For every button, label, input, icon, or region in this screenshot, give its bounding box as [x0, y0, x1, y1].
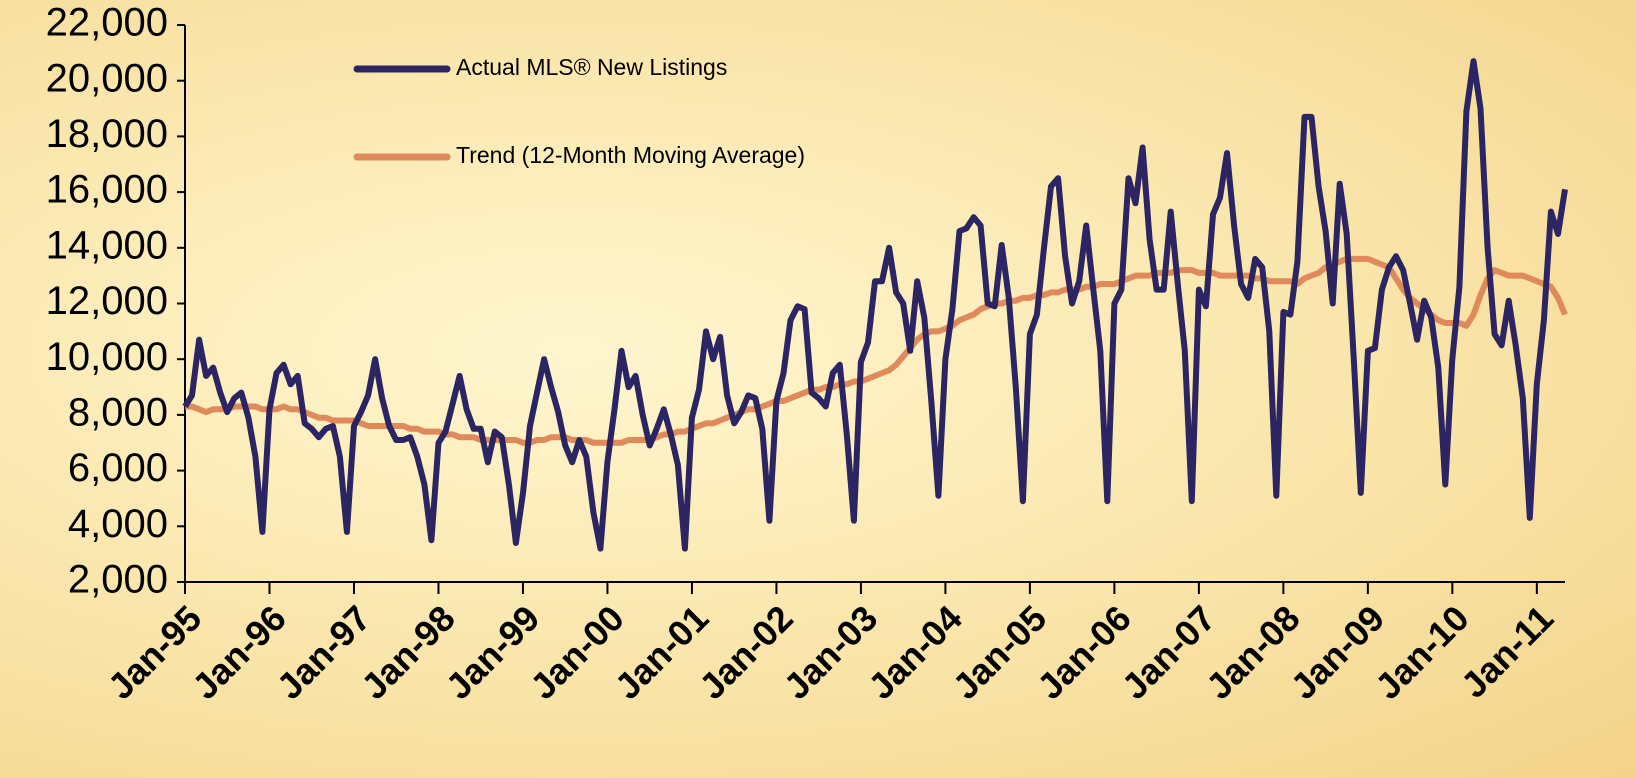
x-tick-label: Jan-09 — [1283, 597, 1393, 707]
legend-label: Actual MLS® New Listings — [456, 54, 727, 80]
x-tick-label: Jan-96 — [184, 597, 294, 707]
x-tick-label: Jan-04 — [860, 597, 970, 707]
y-tick-label: 12,000 — [46, 279, 168, 323]
x-tick-label: Jan-08 — [1198, 597, 1308, 707]
x-tick-label: Jan-07 — [1114, 597, 1224, 707]
y-tick-label: 10,000 — [46, 335, 168, 379]
series-line — [182, 58, 1568, 552]
y-tick-label: 8,000 — [68, 390, 168, 434]
x-tick-label: Jan-11 — [1453, 597, 1561, 705]
x-tick-label: Jan-99 — [438, 597, 548, 707]
x-tick-label: Jan-97 — [269, 597, 379, 707]
y-tick-label: 6,000 — [68, 446, 168, 490]
y-tick-label: 2,000 — [68, 558, 168, 602]
x-tick-label: Jan-95 — [100, 597, 210, 707]
x-tick-label: Jan-06 — [1029, 597, 1139, 707]
y-tick-label: 18,000 — [46, 112, 168, 156]
x-tick-label: Jan-00 — [522, 597, 632, 707]
legend-label: Trend (12-Month Moving Average) — [456, 142, 805, 168]
y-tick-label: 22,000 — [46, 1, 168, 45]
x-tick-label: Jan-98 — [353, 597, 463, 707]
x-tick-label: Jan-01 — [607, 597, 717, 707]
y-tick-label: 4,000 — [68, 502, 168, 546]
x-tick-label: Jan-02 — [691, 597, 801, 707]
x-tick-label: Jan-05 — [945, 597, 1055, 707]
y-tick-label: 16,000 — [46, 168, 168, 212]
x-tick-label: Jan-03 — [776, 597, 886, 707]
x-tick-label: Jan-10 — [1367, 597, 1477, 707]
y-tick-label: 14,000 — [46, 223, 168, 267]
y-tick-label: 20,000 — [46, 56, 168, 100]
